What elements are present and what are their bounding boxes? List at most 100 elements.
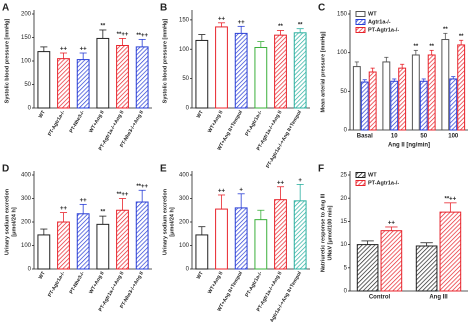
x-tick-label: Basal	[357, 134, 373, 140]
bar	[382, 61, 391, 131]
bar	[274, 199, 287, 270]
x-tick-label: 100	[448, 134, 459, 140]
panel-letter: F	[318, 164, 324, 175]
significance-label: +	[239, 187, 243, 193]
bar	[234, 32, 248, 109]
legend-label: WT	[368, 172, 377, 178]
significance-label: ++	[218, 189, 226, 195]
y-tick-label: 0	[186, 106, 190, 112]
x-tick-label: PT-Agtr1a-/-+Ang II+Tempol	[265, 109, 303, 169]
panel-letter: B	[160, 3, 167, 14]
significance-label: **	[413, 44, 418, 50]
y-tick-label: 300	[179, 196, 190, 202]
x-tick-label: PT-Agtr1a-/-	[47, 109, 67, 137]
bar	[116, 209, 129, 270]
y-tick-label: 50	[24, 82, 31, 88]
x-tick-label: PT-Agtr1a-/-	[244, 109, 264, 137]
x-tick-label: Control	[369, 295, 391, 301]
bar	[449, 78, 458, 131]
x-tick-label: WT+Ang II	[88, 109, 106, 134]
x-tick-label: 10	[391, 134, 398, 140]
significance-label: ++	[388, 221, 396, 227]
legend-swatch	[355, 27, 366, 33]
bar	[274, 34, 287, 109]
y-axis-label: Natriuretic response to Ang III	[320, 193, 326, 272]
significance-label: **++	[445, 196, 457, 202]
bar	[352, 66, 361, 131]
bar	[293, 200, 307, 270]
bar	[368, 71, 377, 131]
bar	[360, 81, 369, 131]
bar	[415, 245, 438, 292]
y-tick-label: 400	[21, 173, 32, 179]
y-axis-label: Systolic blood pressure [mmHg]	[162, 19, 168, 104]
panel-letter: E	[160, 164, 167, 175]
significance-label: **	[100, 24, 105, 30]
significance-label: **	[443, 27, 448, 33]
y-tick-label: 50	[340, 89, 347, 95]
y-tick-label: 200	[21, 220, 32, 226]
y-tick-label: 100	[179, 47, 190, 53]
y-tick-label: 5	[344, 265, 348, 271]
panel-letter: A	[2, 3, 9, 14]
y-tick-label: 100	[179, 243, 190, 249]
y-axis-label: Systolic blood pressure [mmHg]	[4, 19, 10, 104]
y-axis-label: [μmol/24 h]	[11, 207, 17, 237]
legend-label: PT-Agtr1a-/-	[368, 27, 399, 33]
x-tick-label: WT	[196, 271, 205, 281]
legend-label: Agtr1a-/-	[368, 19, 391, 25]
bar	[234, 207, 248, 270]
y-tick-label: 0	[186, 267, 190, 273]
legend-swatch	[355, 11, 366, 17]
significance-label: ++	[238, 20, 246, 26]
y-tick-label: 25	[340, 173, 347, 179]
y-tick-label: 200	[179, 220, 190, 226]
bar	[293, 32, 307, 109]
legend-swatch	[355, 19, 366, 25]
bar	[419, 80, 428, 131]
y-axis-label: Mean arterial pressure [mmHg]	[320, 31, 326, 112]
y-tick-label: 150	[179, 17, 190, 23]
significance-label: **++	[117, 192, 129, 198]
x-tick-label: WT+Ang II	[88, 270, 106, 295]
x-tick-label: WT	[196, 110, 205, 120]
y-tick-label: 100	[21, 243, 32, 249]
significance-label: **++	[136, 33, 148, 39]
bar	[37, 234, 51, 270]
significance-label: ++	[60, 206, 68, 212]
bar	[37, 51, 51, 109]
bar	[57, 58, 70, 109]
significance-label: ++	[218, 16, 226, 22]
significance-label: ++	[277, 180, 285, 186]
panel-letter: D	[2, 164, 9, 175]
y-tick-label: 15	[340, 219, 347, 225]
bar	[76, 59, 90, 109]
x-tick-label: WT	[38, 110, 47, 120]
legend-label: WT	[368, 11, 377, 17]
x-tick-label: PT-Agtr1a-/-	[47, 270, 67, 298]
y-axis-label: [μmol/24 h]	[169, 207, 175, 237]
y-tick-label: 0	[28, 267, 32, 273]
y-tick-label: 300	[21, 196, 32, 202]
y-tick-label: 50	[182, 76, 189, 82]
significance-label: **	[459, 34, 464, 40]
significance-label: ++	[80, 198, 88, 204]
significance-label: +	[298, 178, 302, 184]
y-axis-label: Urinary sodium excretion	[162, 188, 168, 255]
x-axis-label: Ang II [ng/min]	[388, 143, 430, 149]
panel-letter: C	[318, 3, 325, 14]
bar	[96, 37, 110, 109]
x-tick-label: WT+Ang II	[207, 109, 225, 134]
bar	[57, 221, 70, 270]
x-tick-label: PT-Agtr1a-/-+Ang II+Tempol	[265, 270, 303, 322]
significance-label: **	[100, 210, 105, 216]
x-tick-label: PT-Nhe3-/-	[68, 270, 86, 295]
bar	[380, 230, 403, 292]
bar	[411, 54, 420, 131]
significance-label: ++	[80, 47, 88, 53]
bar	[356, 244, 379, 292]
legend-label: PT-Agtr1a-/-	[368, 180, 399, 186]
x-tick-label: PT-Agtr1a-/-	[244, 270, 264, 298]
y-tick-label: 400	[179, 173, 190, 179]
